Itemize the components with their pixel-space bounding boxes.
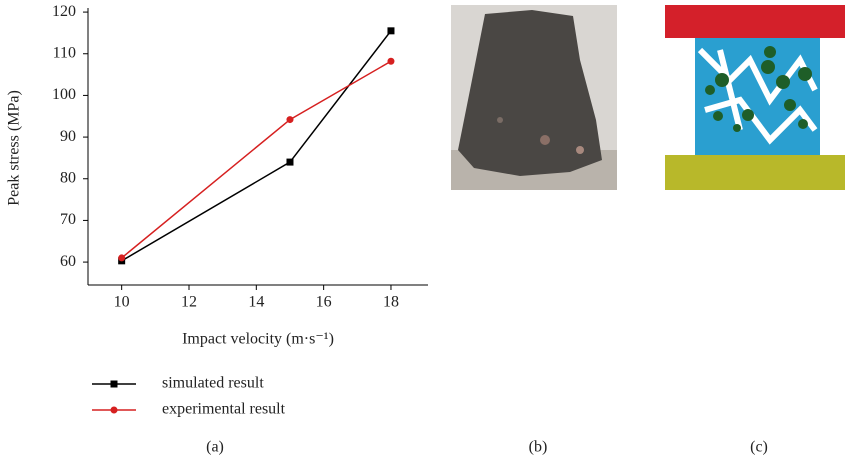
data-point xyxy=(118,254,125,261)
data-point xyxy=(286,116,293,123)
page: Peak stress (MPa) Impact velocity (m·s⁻¹… xyxy=(0,0,846,462)
y-tick-label: 110 xyxy=(53,44,76,61)
panel-label: (a) xyxy=(206,439,224,456)
y-tick-label: 90 xyxy=(60,128,76,145)
aggregate xyxy=(576,146,584,154)
aggregate xyxy=(497,117,503,123)
legend-label: experimental result xyxy=(162,401,286,418)
x-tick-label: 14 xyxy=(248,294,264,311)
panel-label: (b) xyxy=(529,439,548,456)
y-tick-label: 80 xyxy=(60,169,76,186)
x-tick-label: 12 xyxy=(181,294,197,311)
y-tick-label: 120 xyxy=(52,3,76,20)
figure: Peak stress (MPa) Impact velocity (m·s⁻¹… xyxy=(0,0,846,462)
legend-marker xyxy=(111,407,118,414)
y-tick-label: 100 xyxy=(52,86,76,103)
panel-label: (c) xyxy=(750,439,768,456)
y-axis-label: Peak stress (MPa) xyxy=(6,90,23,206)
legend-label: simulated result xyxy=(162,375,264,392)
x-tick-label: 10 xyxy=(114,294,130,311)
legend-marker xyxy=(111,381,118,388)
simulation-image xyxy=(665,5,845,190)
data-point xyxy=(286,159,293,166)
aggregate xyxy=(540,135,550,145)
specimen-photo xyxy=(451,5,617,190)
x-tick-label: 16 xyxy=(316,294,332,311)
data-point xyxy=(387,58,394,65)
data-point xyxy=(387,27,394,34)
bottom-bar xyxy=(665,155,845,190)
y-tick-label: 70 xyxy=(60,211,76,228)
series-line xyxy=(122,31,391,261)
y-tick-label: 60 xyxy=(60,253,76,270)
series-line xyxy=(122,61,391,258)
x-axis-label: Impact velocity (m·s⁻¹) xyxy=(182,331,334,348)
specimen-mesh xyxy=(695,38,820,155)
top-bar xyxy=(665,5,845,38)
x-tick-label: 18 xyxy=(383,294,399,311)
